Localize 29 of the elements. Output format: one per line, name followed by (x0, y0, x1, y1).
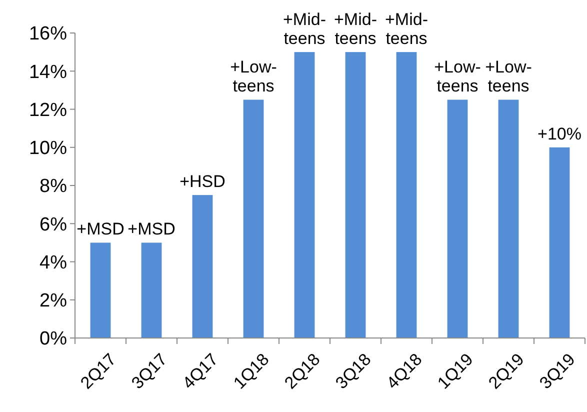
data-label: +Low- teens (434, 58, 481, 96)
y-tick-label: 8% (40, 176, 68, 198)
data-label: +Mid- teens (385, 10, 428, 48)
y-tick-label: 0% (40, 328, 68, 350)
bar (192, 195, 213, 338)
data-label: +MSD (76, 220, 124, 239)
y-tick-label: 12% (28, 100, 68, 121)
data-label: +10% (538, 124, 582, 144)
bar (498, 100, 519, 338)
data-label: +Mid- teens (334, 10, 377, 48)
bar (243, 100, 264, 338)
bar (447, 100, 468, 338)
data-label: +HSD (180, 172, 226, 192)
bar (345, 52, 366, 338)
y-tick-label: 2% (40, 290, 68, 312)
y-tick-label: 14% (28, 62, 68, 83)
bar (396, 52, 417, 338)
data-label: +Mid- teens (283, 10, 326, 48)
bar (141, 242, 162, 338)
bar (90, 242, 111, 338)
data-label: +Low- teens (485, 58, 532, 96)
y-tick-label: 4% (40, 252, 68, 274)
bar (294, 52, 315, 338)
y-tick-label: 16% (28, 24, 68, 45)
data-label: +MSD (128, 220, 176, 239)
data-label: +Low- teens (230, 58, 277, 96)
y-tick-label: 10% (28, 138, 68, 160)
y-tick-label: 6% (40, 214, 68, 236)
bar (549, 147, 570, 338)
